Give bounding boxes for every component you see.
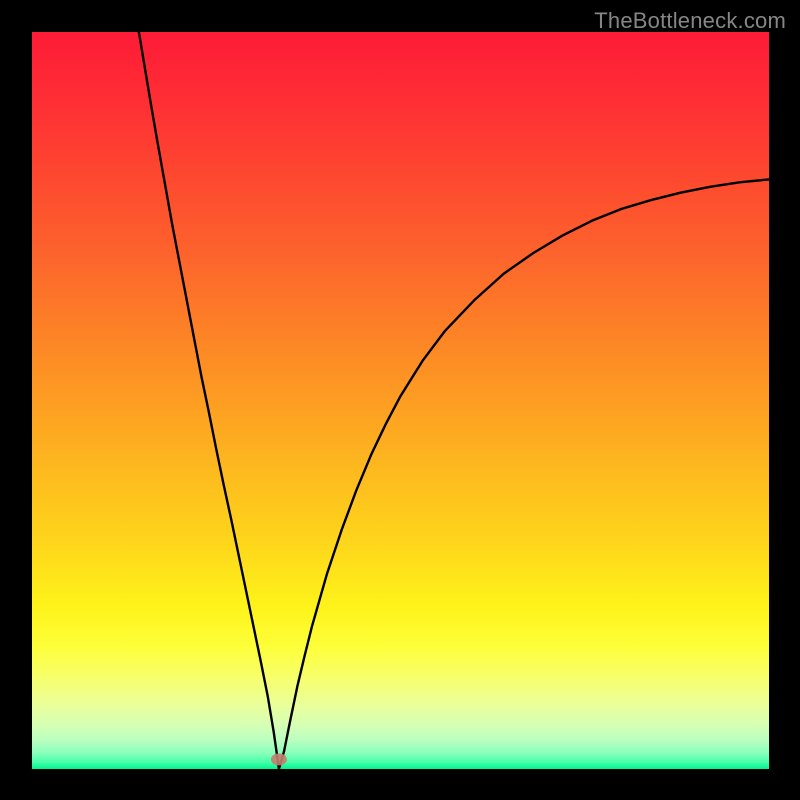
chart-container: TheBottleneck.com <box>0 0 800 800</box>
bottleneck-curve-chart <box>32 32 769 769</box>
watermark-text: TheBottleneck.com <box>594 8 786 34</box>
plot-area <box>32 32 769 769</box>
gradient-background <box>32 32 769 769</box>
minimum-marker <box>271 753 287 765</box>
